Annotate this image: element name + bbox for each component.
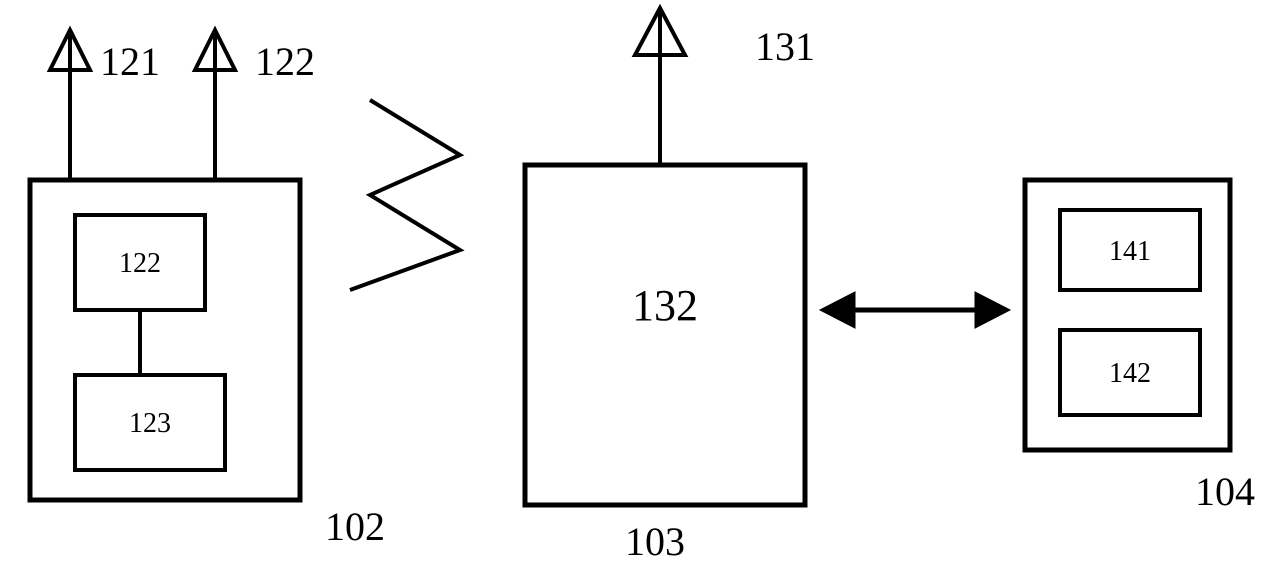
label-122: 122 xyxy=(255,39,315,84)
label-141: 141 xyxy=(1109,236,1151,267)
label-102: 102 xyxy=(325,504,385,549)
label-132: 132 xyxy=(632,281,698,330)
wireless-signal-icon xyxy=(350,100,460,290)
label-121: 121 xyxy=(100,39,160,84)
label-103: 103 xyxy=(625,519,685,564)
label-142: 142 xyxy=(1109,358,1151,389)
label-inner-122: 122 xyxy=(119,248,161,279)
label-131: 131 xyxy=(755,24,815,69)
arrow-head-left xyxy=(820,292,855,328)
block-102 xyxy=(30,180,300,500)
label-inner-123: 123 xyxy=(129,408,171,439)
label-104: 104 xyxy=(1195,469,1255,514)
block-diagram: 121 122 122 123 102 131 132 103 141 142 104 xyxy=(0,0,1280,566)
block-103 xyxy=(525,165,805,505)
arrow-head-right xyxy=(975,292,1010,328)
